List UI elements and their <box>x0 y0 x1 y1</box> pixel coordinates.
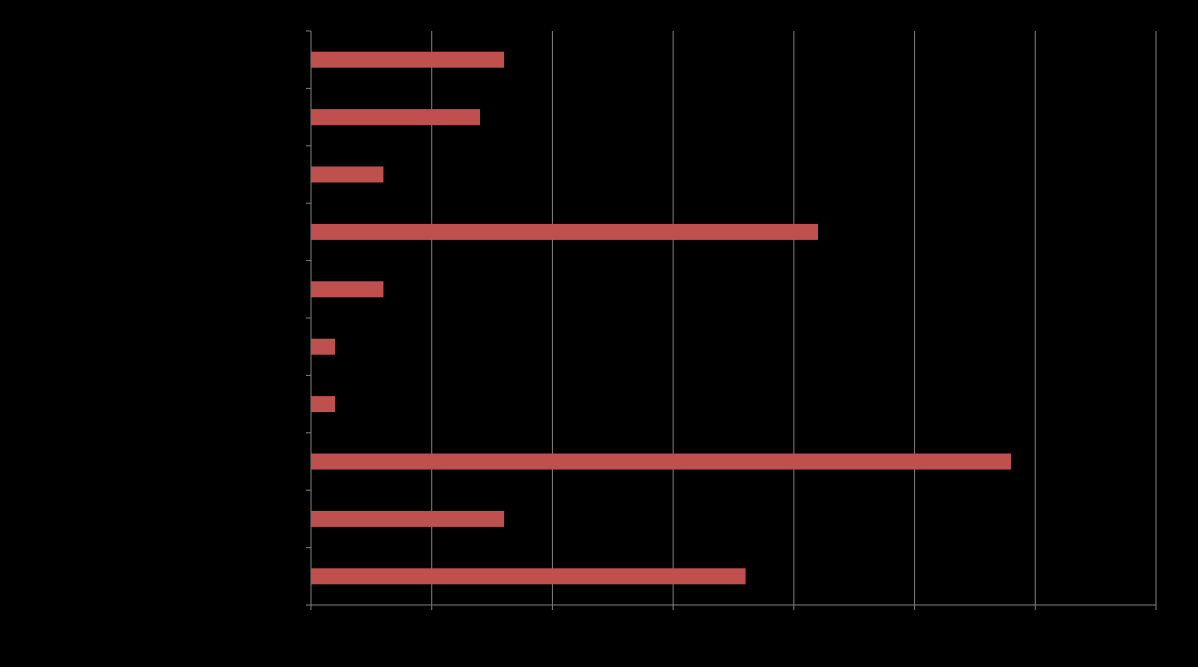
bar <box>311 166 384 183</box>
gridlines <box>431 31 1157 605</box>
bar <box>311 223 818 240</box>
bar <box>311 109 480 126</box>
axes <box>306 30 1157 610</box>
bar <box>311 338 336 355</box>
bar <box>311 51 505 68</box>
bar <box>311 568 746 585</box>
bars <box>311 51 1012 585</box>
bar <box>311 453 1012 470</box>
bar <box>311 396 336 413</box>
bar <box>311 281 384 298</box>
bar <box>311 510 505 527</box>
